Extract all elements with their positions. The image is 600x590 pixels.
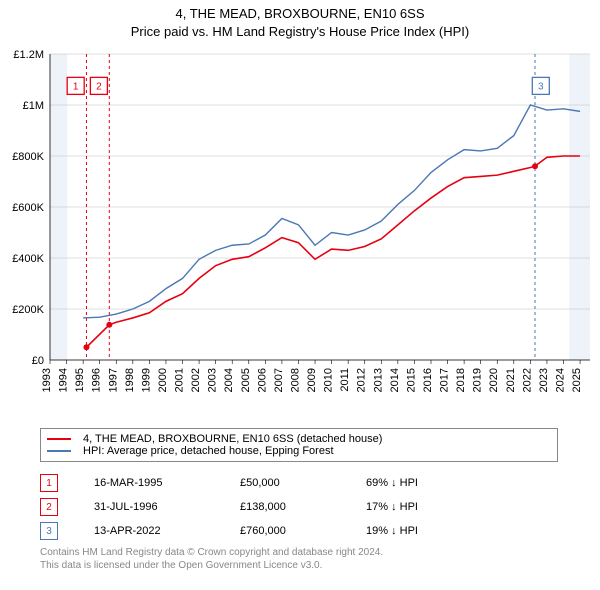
event-table: 1 16-MAR-1995 £50,000 69% ↓ HPI 2 31-JUL-1996… xyxy=(40,474,558,546)
license-text: Contains HM Land Registry data © Crown c… xyxy=(40,547,558,572)
y-tick-label: £1M xyxy=(23,100,44,112)
chart-subtitle: Price paid vs. HM Land Registry's House … xyxy=(0,24,600,39)
event-delta: 19% ↓ HPI xyxy=(366,525,418,537)
x-tick-label: 2010 xyxy=(323,368,335,392)
legend-box: 4, THE MEAD, BROXBOURNE, EN10 6SS (detac… xyxy=(40,428,558,462)
x-tick-label: 2020 xyxy=(488,368,500,392)
license-line-2: This data is licensed under the Open Gov… xyxy=(40,560,558,573)
event-num-box: 3 xyxy=(40,522,58,540)
y-tick-label: £1.2M xyxy=(13,49,44,61)
x-tick-label: 2008 xyxy=(289,368,301,392)
event-marker-num: 2 xyxy=(96,81,102,92)
figure-frame: { "title": "4, THE MEAD, BROXBOURNE, EN1… xyxy=(0,0,600,590)
x-tick-label: 2001 xyxy=(174,368,186,392)
x-tick-label: 1993 xyxy=(41,368,53,392)
y-tick-label: £400K xyxy=(12,253,44,265)
x-tick-label: 1996 xyxy=(91,368,103,392)
legend-swatch xyxy=(47,438,71,440)
y-tick-label: £200K xyxy=(12,304,44,316)
x-tick-label: 2005 xyxy=(240,368,252,392)
x-tick-label: 2011 xyxy=(339,368,351,392)
x-tick-label: 2013 xyxy=(372,368,384,392)
event-price: £50,000 xyxy=(240,477,330,489)
x-tick-label: 2018 xyxy=(455,368,467,392)
x-tick-label: 2012 xyxy=(356,368,368,392)
event-price: £760,000 xyxy=(240,525,330,537)
event-marker-num: 1 xyxy=(73,81,79,92)
y-tick-label: £0 xyxy=(32,355,44,367)
x-tick-label: 2014 xyxy=(389,368,401,392)
y-tick-label: £800K xyxy=(12,151,44,163)
x-tick-label: 2002 xyxy=(190,368,202,392)
legend-label: HPI: Average price, detached house, Eppi… xyxy=(83,445,334,457)
event-date: 13-APR-2022 xyxy=(94,525,204,537)
x-tick-label: 2007 xyxy=(273,368,285,392)
x-tick-label: 2023 xyxy=(538,368,550,392)
x-tick-label: 2006 xyxy=(256,368,268,392)
legend-swatch xyxy=(47,450,71,452)
event-row: 1 16-MAR-1995 £50,000 69% ↓ HPI xyxy=(40,474,558,492)
x-tick-label: 1998 xyxy=(124,368,136,392)
x-tick-label: 2021 xyxy=(505,368,517,392)
event-marker-num: 3 xyxy=(538,81,544,92)
event-date: 31-JUL-1996 xyxy=(94,501,204,513)
legend-row: 4, THE MEAD, BROXBOURNE, EN10 6SS (detac… xyxy=(47,433,551,445)
event-delta: 69% ↓ HPI xyxy=(366,477,418,489)
x-tick-label: 1994 xyxy=(58,368,70,392)
event-price: £138,000 xyxy=(240,501,330,513)
x-tick-label: 2004 xyxy=(223,368,235,392)
event-delta: 17% ↓ HPI xyxy=(366,501,418,513)
x-tick-label: 2019 xyxy=(472,368,484,392)
event-num-box: 2 xyxy=(40,498,58,516)
y-tick-label: £600K xyxy=(12,202,44,214)
x-tick-label: 1995 xyxy=(74,368,86,392)
event-num-box: 1 xyxy=(40,474,58,492)
x-tick-label: 2025 xyxy=(571,368,583,392)
x-tick-label: 2009 xyxy=(306,368,318,392)
event-row: 3 13-APR-2022 £760,000 19% ↓ HPI xyxy=(40,522,558,540)
event-dot xyxy=(106,322,112,328)
legend-label: 4, THE MEAD, BROXBOURNE, EN10 6SS (detac… xyxy=(83,433,382,445)
series-hpi xyxy=(83,105,580,318)
event-dot xyxy=(83,344,89,350)
x-tick-label: 1999 xyxy=(140,368,152,392)
chart-title: 4, THE MEAD, BROXBOURNE, EN10 6SS xyxy=(0,6,600,21)
event-dot xyxy=(532,163,538,169)
x-tick-label: 2015 xyxy=(405,368,417,392)
series-price_paid xyxy=(86,156,580,347)
event-row: 2 31-JUL-1996 £138,000 17% ↓ HPI xyxy=(40,498,558,516)
x-tick-label: 2003 xyxy=(207,368,219,392)
x-tick-label: 2024 xyxy=(554,368,566,392)
price-chart: £0 £200K £400K £600K £800K £1M £1.2M 1993 1994 19… xyxy=(0,48,600,418)
license-line-1: Contains HM Land Registry data © Crown c… xyxy=(40,547,558,560)
x-tick-label: 2016 xyxy=(422,368,434,392)
x-tick-label: 2017 xyxy=(439,368,451,392)
x-tick-label: 1997 xyxy=(107,368,119,392)
x-tick-label: 2022 xyxy=(521,368,533,392)
legend-row: HPI: Average price, detached house, Eppi… xyxy=(47,445,551,457)
event-date: 16-MAR-1995 xyxy=(94,477,204,489)
x-tick-label: 2000 xyxy=(157,368,169,392)
